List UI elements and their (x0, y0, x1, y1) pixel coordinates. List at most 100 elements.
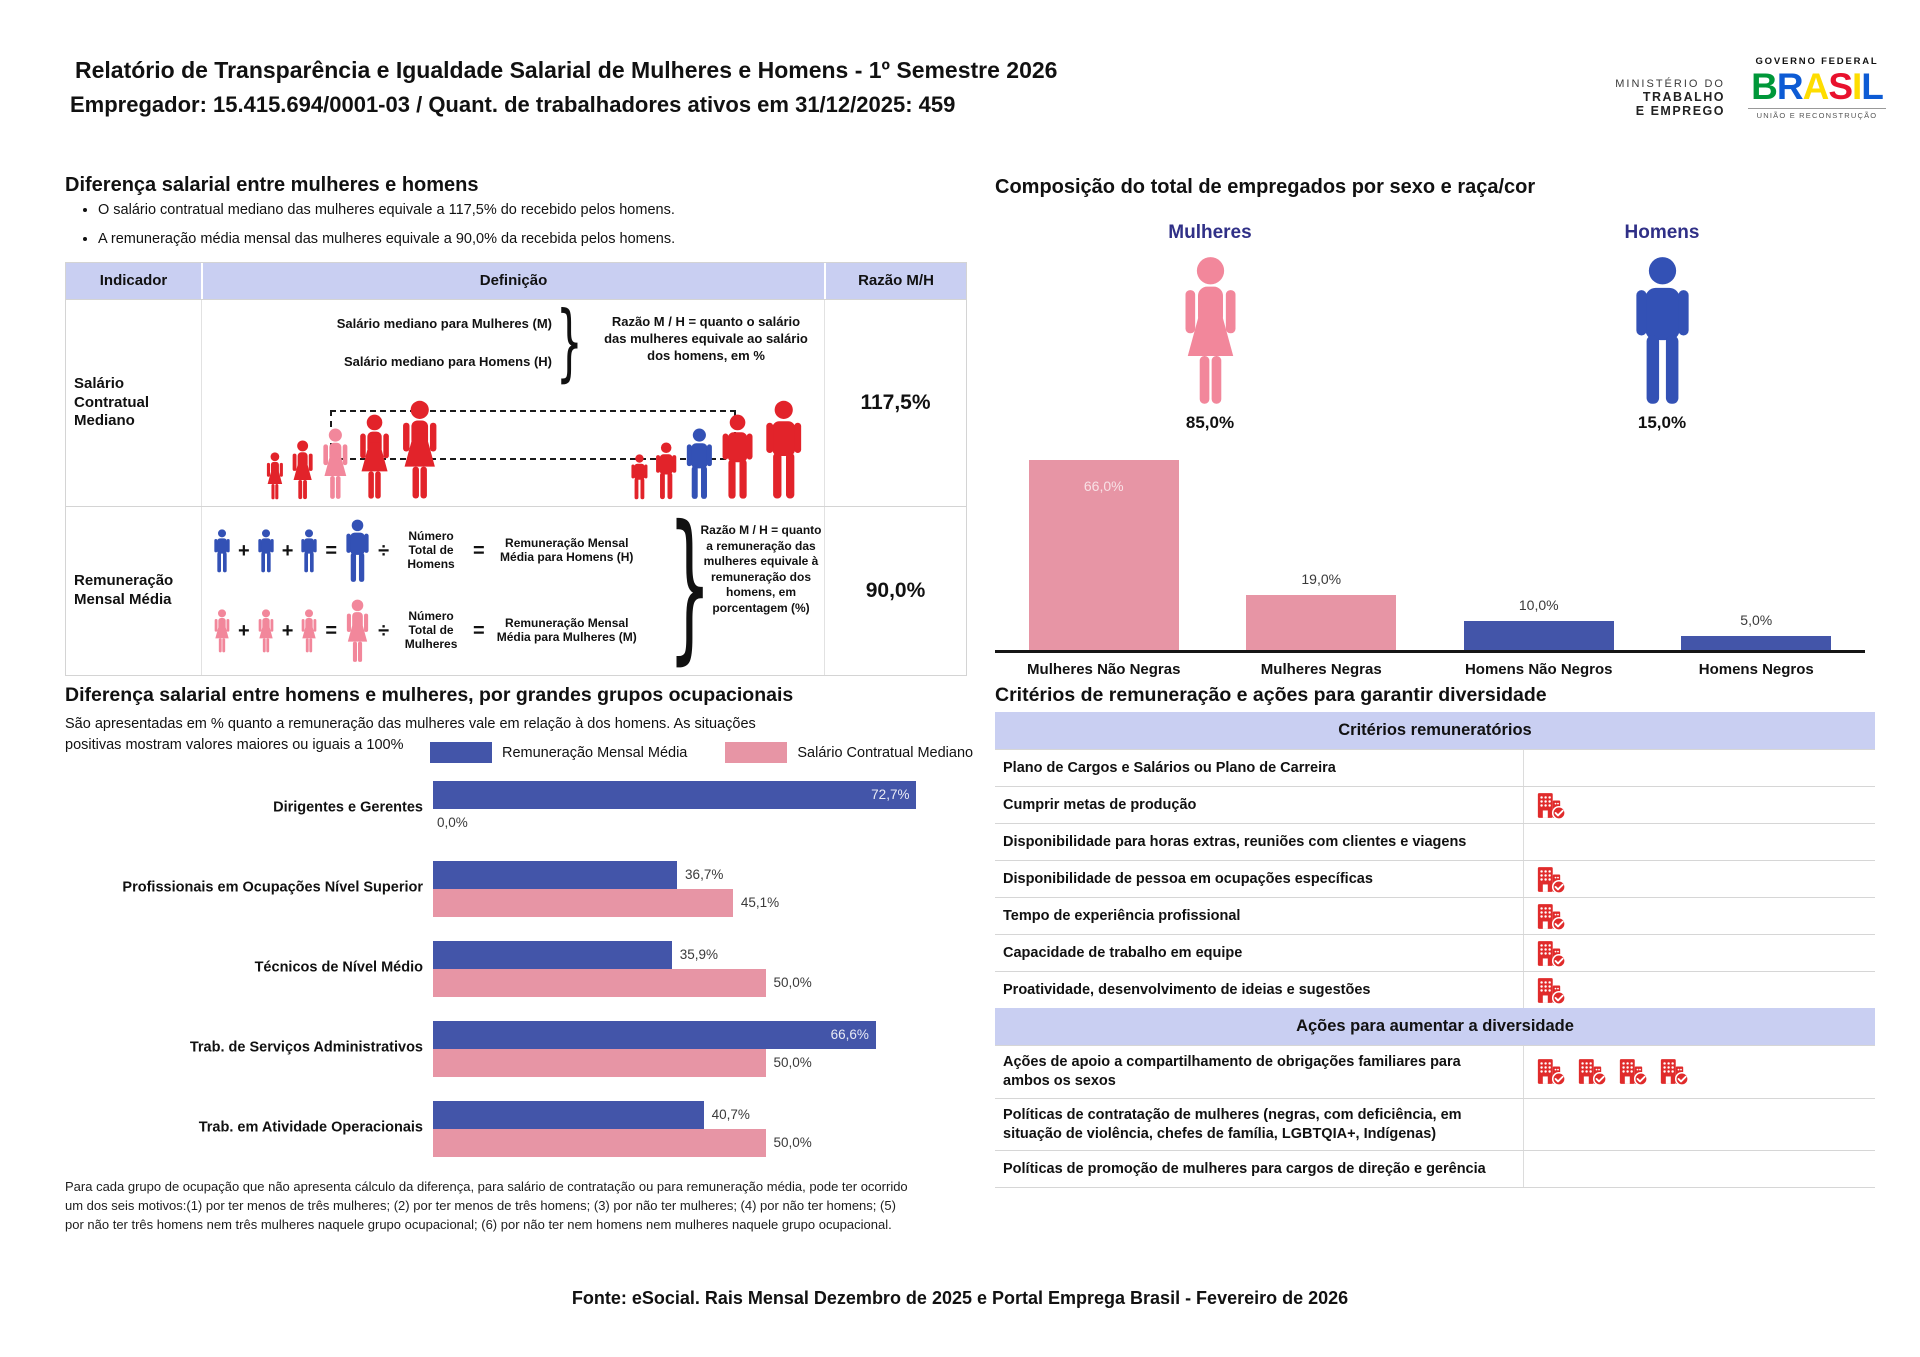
median-people-diagram (252, 400, 812, 500)
criteria-row: Cumprir metas de produção (995, 786, 1875, 823)
salary-gap-bullets: O salário contratual mediano das mulhere… (80, 202, 878, 260)
women-total-label: Número Total de Mulheres (404, 609, 458, 651)
wordmark-letter: S (1828, 66, 1853, 107)
occupation-label: Profissionais em Ocupações Nível Superio… (122, 879, 423, 896)
company-check-icon (1577, 1056, 1608, 1087)
man-icon (343, 519, 372, 583)
woman-icon (319, 428, 352, 500)
bar-value-label: 35,9% (679, 947, 719, 962)
women-percentage: 85,0% (1185, 413, 1235, 432)
company-check-icon (1536, 864, 1567, 895)
occupation-bars: 72,7% 0,0% (433, 780, 965, 836)
wordmark-letter: I (1852, 66, 1862, 107)
composition-title: Composição do total de empregados por se… (995, 176, 1536, 198)
equals-sign: = (325, 539, 338, 562)
composition-category-label: Mulheres Não Negras (1027, 661, 1181, 678)
occupational-subtitle: São apresentadas em % quanto a remuneraç… (65, 716, 756, 754)
col-header-definicao: Definição (201, 263, 824, 299)
company-check-icon (1618, 1056, 1649, 1087)
chart-legend: Remuneração Mensal Média Salário Contrat… (430, 742, 973, 763)
legend-label-median: Salário Contratual Mediano (797, 744, 974, 761)
composition-category-label: Mulheres Negras (1260, 661, 1382, 678)
median-salary-bar (433, 889, 733, 917)
bar-value-label: 0,0% (437, 815, 468, 830)
occupational-footnote: Para cada grupo de ocupação que não apre… (65, 1179, 908, 1232)
bar-value-label: 50,0% (773, 975, 812, 990)
bar-value-label: 66,0% (1083, 477, 1124, 494)
median-salary-bar (433, 969, 766, 997)
composition-category-label: Homens Negros (1698, 661, 1814, 678)
composition-chart: 66,0% 19,0% 10,0% 5,0% Mulheres Não Negras M… (995, 448, 1865, 678)
bar-value-label: 50,0% (773, 1135, 812, 1150)
man-icon (761, 400, 806, 500)
occupation-group: Profissionais em Ocupações Nível Superio… (65, 860, 965, 917)
wordmark-letter: A (1802, 66, 1830, 107)
bar-value-label: 72,7% (871, 787, 910, 802)
indicator-average-remuneration: Remuneração Mensal Média (74, 572, 174, 608)
ratio-median-salary: 117,5% (824, 300, 966, 506)
occupation-label: Dirigentes e Gerentes (273, 799, 423, 816)
criteria-label: Disponibilidade para horas extras, reuni… (1003, 833, 1467, 850)
criteria-label: Plano de Cargos e Salários ou Plano de C… (1003, 759, 1336, 776)
criteria-check-cell (1523, 1046, 1875, 1098)
criteria-check-cell (1523, 935, 1875, 971)
men-average-formula: + + = ÷ Número Total de Homens = Remuner… (212, 511, 643, 591)
man-icon (683, 428, 716, 500)
average-ratio-note: Razão M / H = quanto a remuneração das m… (700, 523, 822, 615)
criteria-check-cell (1523, 824, 1875, 860)
woman-icon (256, 609, 276, 653)
composition-bar-slot: 10,0% (1430, 448, 1648, 650)
indicator-table: Indicador Definição Razão M/H Salário Co… (65, 262, 967, 676)
composition-plot-area: 66,0% 19,0% 10,0% 5,0% (995, 448, 1865, 653)
col-header-indicador: Indicador (99, 272, 168, 289)
median-men-line: Salário mediano para Homens (H) (343, 354, 552, 369)
criteria-row: Disponibilidade de pessoa em ocupações e… (995, 860, 1875, 897)
median-women-line: Salário mediano para Mulheres (M) (336, 316, 552, 331)
men-composition-figure: Homens 15,0% (1552, 222, 1772, 433)
definition-average-remuneration: + + = ÷ Número Total de Homens = Remuner… (201, 505, 824, 675)
bullet-median-salary: O salário contratual mediano das mulhere… (98, 202, 878, 218)
men-label: Homens (1624, 222, 1700, 243)
legend-swatch-blue (430, 742, 492, 763)
company-check-icon (1536, 901, 1567, 932)
composition-bar (1681, 635, 1832, 650)
criteria-label: Ações de apoio a compartilhamento de obr… (1003, 1054, 1461, 1089)
bar-value-label: 50,0% (773, 1055, 812, 1070)
occupational-title: Diferença salarial entre homens e mulher… (65, 684, 794, 706)
criteria-label: Políticas de contratação de mulheres (ne… (1003, 1106, 1462, 1142)
occupational-chart: Dirigentes e Gerentes 72,7% 0,0% Profission… (65, 780, 965, 1180)
criteria-label: Cumprir metas de produção (1003, 796, 1197, 813)
gov-federal-logo: GOVERNO FEDERAL BRASIL UNIÃO E RECONSTRU… (1742, 56, 1892, 120)
definition-median-salary: Salário mediano para Mulheres (M) Salári… (201, 300, 824, 506)
woman-icon (264, 452, 286, 500)
median-salary-bar (433, 1129, 766, 1157)
composition-bar-slot: 5,0% (1648, 448, 1866, 650)
ministry-line2: TRABALHO (1642, 90, 1725, 104)
criteria-table: Critérios remuneratórios Plano de Cargos … (995, 712, 1875, 1189)
company-check-icon (1536, 975, 1567, 1006)
criteria-row: Disponibilidade para horas extras, reuni… (995, 823, 1875, 860)
criteria-check-cell (1523, 787, 1875, 823)
man-icon (299, 529, 319, 573)
woman-icon (212, 609, 232, 653)
occupation-bars: 40,7% 50,0% (433, 1100, 965, 1157)
occupation-bars: 66,6% 50,0% (433, 1020, 965, 1077)
avg-remuneration-bar: 66,6% (433, 1021, 876, 1049)
criteria-check-cell (1523, 898, 1875, 934)
women-label: Mulheres (1168, 222, 1252, 243)
equals-sign: = (473, 539, 485, 562)
col-header-razao: Razão M/H (824, 263, 966, 299)
criteria-title: Critérios de remuneração e ações para ga… (995, 684, 1547, 706)
criteria-check-cell (1523, 1098, 1875, 1151)
avg-remuneration-bar: 72,7% (433, 781, 917, 809)
plus-sign: + (281, 619, 294, 642)
composition-bar (1463, 621, 1614, 650)
man-icon (212, 529, 232, 573)
criteria-section-header: Ações para aumentar a diversidade (995, 1008, 1875, 1045)
composition-bar (1028, 459, 1179, 650)
bar-value-label: 40,7% (711, 1107, 750, 1122)
equals-sign: = (473, 619, 485, 642)
avg-remuneration-bar (433, 1101, 704, 1129)
divide-sign: ÷ (378, 539, 390, 562)
bullet-average-remuneration: A remuneração média mensal das mulheres … (98, 231, 878, 247)
